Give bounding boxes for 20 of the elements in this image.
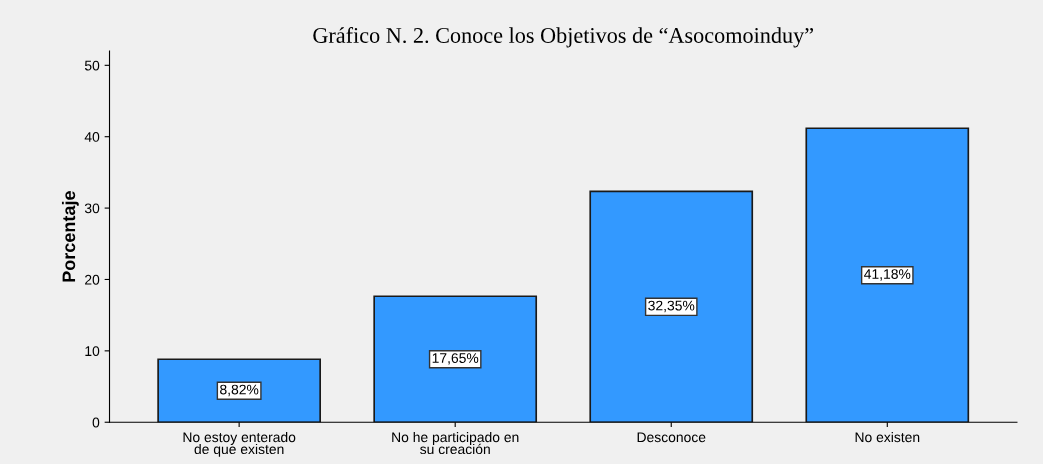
data-label: 17,65% <box>432 353 479 365</box>
x-tick-label: Desconoce <box>637 432 706 443</box>
y-tick-label: 50 <box>84 60 100 71</box>
y-tick-label: 0 <box>92 417 100 428</box>
x-tick-label: No estoy enterado de que existen <box>183 431 296 457</box>
data-label: 32,35% <box>648 300 695 313</box>
y-axis-title: Porcentaje <box>61 191 79 282</box>
y-tick-label: 20 <box>85 274 100 285</box>
bar <box>157 358 321 423</box>
data-label: 8,82% <box>220 384 259 397</box>
bar <box>589 190 754 423</box>
bar <box>805 127 970 423</box>
y-tick-label: 10 <box>85 346 100 357</box>
data-label: 41,18% <box>864 269 911 281</box>
y-tick-label: 40 <box>84 132 100 142</box>
y-tick-label: 30 <box>84 203 100 214</box>
x-tick-label: No existen <box>855 431 920 443</box>
x-tick-label: No he participado en su creación <box>392 431 519 455</box>
chart-title: Gráfico N. 2. Conoce los Objetivos de “Asocomoinduy” <box>313 27 814 48</box>
bar <box>373 295 538 423</box>
